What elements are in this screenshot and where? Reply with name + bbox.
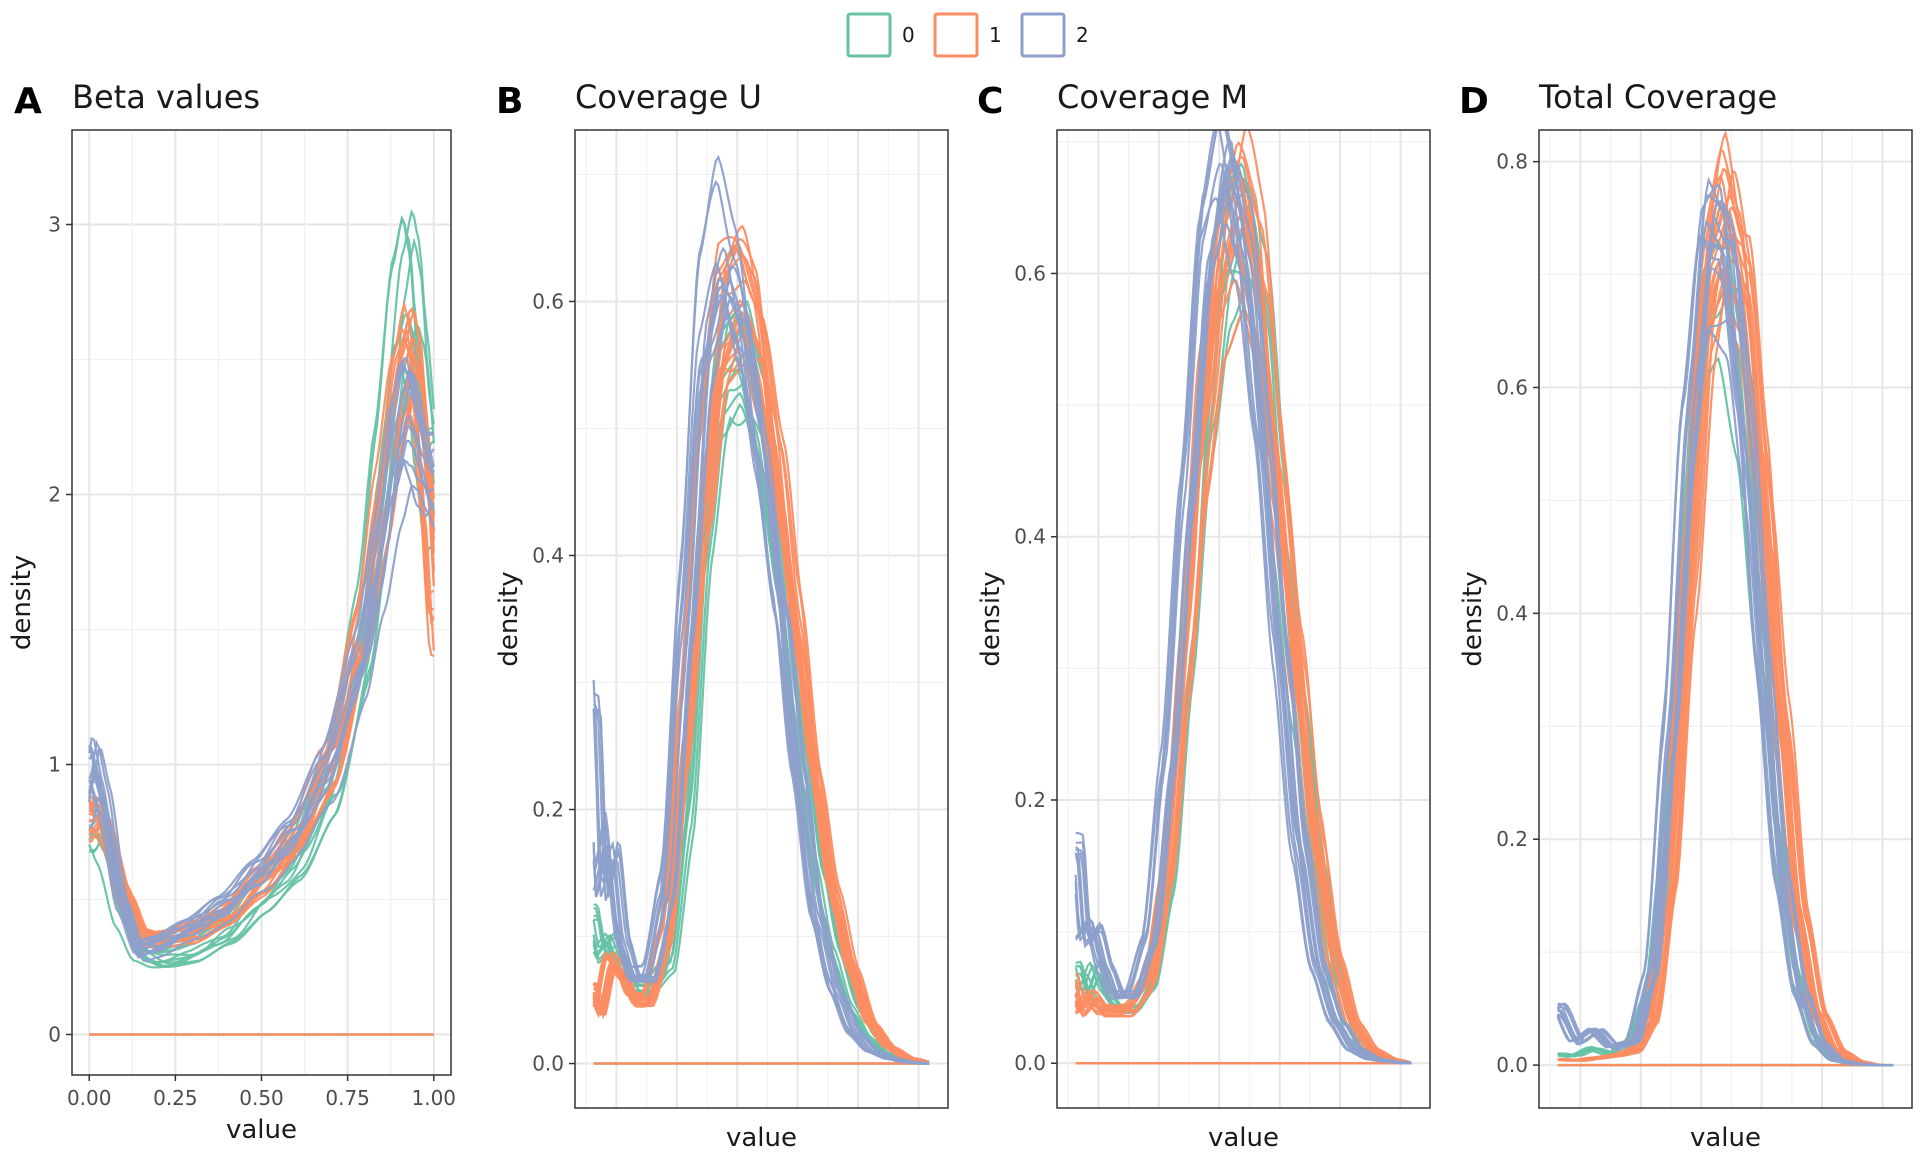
y-tick-label: 1 <box>48 753 61 777</box>
x-tick-label: 0.50 <box>239 1086 284 1110</box>
panel-border <box>574 129 949 1109</box>
panel-title: Beta values <box>72 78 260 116</box>
density-line-group-2 <box>88 385 435 948</box>
panel-title: Coverage U <box>575 78 762 116</box>
y-tick-label: 0.4 <box>1496 601 1528 625</box>
density-line-group-2 <box>1557 217 1894 1067</box>
density-line-group-2 <box>1556 232 1894 1067</box>
panel-border <box>1056 129 1431 1109</box>
legend-label-0: 0 <box>902 23 915 47</box>
panels: 0 1 2 3 0.00 0.25 0.50 0.75 1.00 value density A Bet… <box>7 78 1913 1152</box>
density-line-group-2 <box>1074 197 1412 1065</box>
density-line-group-1 <box>592 299 930 1064</box>
density-line-group-2 <box>1557 237 1894 1067</box>
panel-letter: A <box>14 81 42 122</box>
density-line-group-1 <box>1557 173 1894 1067</box>
y-tick-label: 0.0 <box>1014 1051 1046 1075</box>
panel-letter: B <box>496 81 523 122</box>
panel-letter: C <box>977 81 1003 122</box>
density-curves <box>1074 130 1412 1065</box>
density-line-group-2 <box>1074 163 1412 1065</box>
panel-B: 0.0 0.2 0.4 0.6 value density B Coverage U <box>494 78 949 1152</box>
y-tick-label: 0.2 <box>1496 827 1528 851</box>
y-tick-label: 0.2 <box>1014 788 1046 812</box>
panel-title: Coverage M <box>1057 78 1248 116</box>
panel-title: Total Coverage <box>1538 78 1777 116</box>
x-tick-label: 1.00 <box>412 1086 457 1110</box>
x-tick-label: 0.00 <box>67 1086 112 1110</box>
panel-C: 0.0 0.2 0.4 0.6 value density C Coverage M <box>976 78 1431 1152</box>
legend-label-2: 2 <box>1076 23 1089 47</box>
panel-border <box>1538 129 1913 1109</box>
legend: 0 1 2 <box>846 12 1089 58</box>
y-tick-label: 0.6 <box>532 289 564 313</box>
legend-key-2 <box>1020 12 1066 58</box>
panel-D: 0.0 0.2 0.4 0.6 0.8 value density D Total Covera… <box>1458 78 1913 1152</box>
y-tick-label: 2 <box>48 483 61 507</box>
density-line-group-2 <box>88 356 435 944</box>
plot-background <box>575 130 948 1108</box>
density-line-group-2 <box>88 439 435 959</box>
density-line-group-2 <box>88 363 435 950</box>
density-line-group-2 <box>88 414 434 951</box>
x-tick-label: 0.25 <box>153 1086 198 1110</box>
y-tick-label: 0.6 <box>1496 375 1528 399</box>
density-line-group-2 <box>592 312 930 1065</box>
x-axis-label: value <box>726 1123 797 1152</box>
y-tick-label: 0.0 <box>532 1052 564 1076</box>
y-axis-label: density <box>1458 571 1488 666</box>
y-tick-label: 0.2 <box>532 798 564 822</box>
density-line-group-2 <box>1074 130 1412 1065</box>
y-tick-label: 0.4 <box>532 543 564 567</box>
y-tick-label: 0.0 <box>1496 1053 1528 1077</box>
x-axis-label: value <box>226 1115 297 1145</box>
y-axis-label: density <box>976 571 1006 666</box>
density-curves <box>592 154 930 1065</box>
density-curves <box>88 208 435 1036</box>
y-axis-label: density <box>7 555 37 650</box>
density-curves <box>1556 130 1894 1067</box>
panel-letter: D <box>1459 81 1489 122</box>
y-tick-label: 0.6 <box>1014 261 1046 285</box>
y-tick-label: 0.4 <box>1014 525 1046 549</box>
panel-A: 0 1 2 3 0.00 0.25 0.50 0.75 1.00 value density A Bet… <box>7 78 456 1145</box>
y-tick-label: 0.8 <box>1496 150 1528 174</box>
x-axis-label: value <box>1208 1123 1279 1152</box>
density-line-group-2 <box>1075 157 1412 1064</box>
legend-key-1 <box>933 12 979 58</box>
legend-key-0 <box>846 12 892 58</box>
x-axis-label: value <box>1690 1123 1761 1152</box>
x-tick-label: 0.75 <box>325 1086 370 1110</box>
y-tick-label: 3 <box>48 213 61 237</box>
y-tick-label: 0 <box>48 1023 61 1047</box>
legend-label-1: 1 <box>989 23 1002 47</box>
density-line-group-2 <box>89 483 435 962</box>
density-line-group-1 <box>1074 198 1412 1065</box>
y-axis-label: density <box>494 571 524 666</box>
